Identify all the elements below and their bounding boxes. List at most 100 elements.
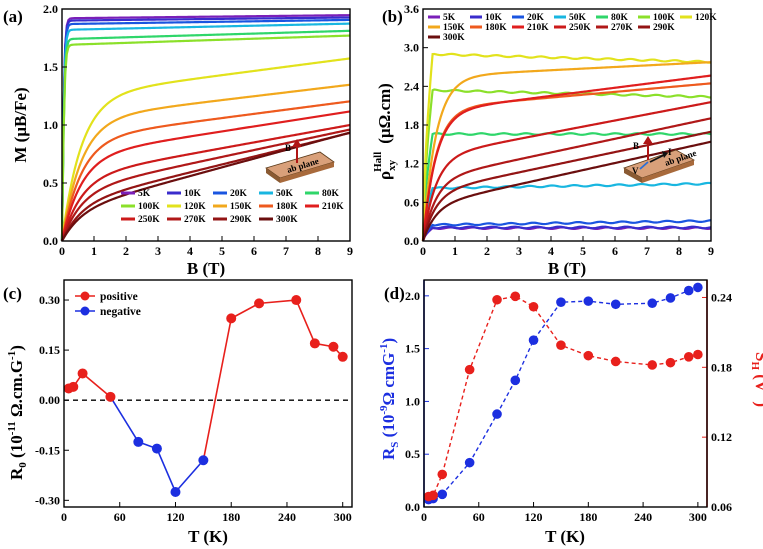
ytick-label: 2.4 xyxy=(404,79,419,93)
c-segment xyxy=(259,299,297,305)
panel-c-label: (c) xyxy=(3,284,22,303)
curve-210K xyxy=(421,74,712,242)
xtick-label: 0 xyxy=(59,244,65,258)
c-point-210K xyxy=(254,298,265,309)
panel-d-ylabel-left-sub: S xyxy=(389,442,401,448)
curve-20K xyxy=(60,18,351,242)
d-point-R_S-300K xyxy=(693,282,703,293)
d-point-S_H-10K xyxy=(428,490,438,501)
panel-c-data xyxy=(63,295,348,497)
current-arrow-head xyxy=(662,151,668,158)
curve-5K xyxy=(421,226,712,242)
ytick-label: 0.0 xyxy=(404,234,419,248)
panel-c-ylabel-rest: (10 xyxy=(7,435,26,462)
d-point-R_S-80K xyxy=(492,409,502,419)
d-point-S_H-210K xyxy=(610,356,621,367)
c-point-290K xyxy=(328,341,339,352)
legend-label-180K: 180K xyxy=(276,202,298,212)
hall-sample-side-left xyxy=(624,168,642,183)
xtick-label: 0 xyxy=(420,244,426,258)
ytick-label: -0.30 xyxy=(35,493,60,507)
c-point-150K xyxy=(198,455,209,466)
panel-d-ylabel-left-rest: (10 xyxy=(379,415,398,442)
curve-150K xyxy=(60,83,351,242)
d-point-R_S-120K xyxy=(528,335,539,345)
panel-b-inset: B I V ab plane xyxy=(623,136,698,183)
legend-label-180K: 180K xyxy=(485,23,507,33)
ytick-label: 0.15 xyxy=(39,343,60,357)
d-point-S_H-300K xyxy=(693,349,703,360)
voltage-arrow xyxy=(639,161,649,170)
ytick-label: 3.6 xyxy=(404,2,419,16)
c-point-10K xyxy=(68,381,79,392)
legend-label-270K: 270K xyxy=(611,23,633,33)
d-point-S_H-270K xyxy=(665,357,676,368)
legend-label-250K: 250K xyxy=(138,215,160,225)
d-point-R_S-50K xyxy=(464,457,475,468)
panel-a-legend: 5K 10K 20K 50K 80K 100K 120K 150K 180K 210K 250K 27… xyxy=(121,189,344,225)
sample-slab-side-front xyxy=(280,162,334,183)
ytick-label: 0.0 xyxy=(43,234,58,248)
panel-b-axes: 0 1 2 3 4 5 6 7 8 9 0.0 0.6 1.2 1.8 2.4 3.0 3.6 xyxy=(404,2,714,258)
ytick-left-label: 0.5 xyxy=(405,447,420,461)
panel-c-ylabel-close: ) xyxy=(7,345,26,351)
panel-c-ylabel: R0 (10-11 Ω.cm.G-1) xyxy=(6,345,29,480)
curve-80K xyxy=(60,29,351,242)
legend-label-80K: 80K xyxy=(611,13,629,23)
curve-100K xyxy=(60,34,351,242)
panel-d-ylabel-right-close: ) xyxy=(752,401,763,407)
xtick-label: 6 xyxy=(612,244,618,258)
curve-80K xyxy=(421,132,712,242)
xtick-label: 180 xyxy=(579,510,597,524)
legend-label-5K: 5K xyxy=(138,189,151,199)
d-point-S_H-80K xyxy=(492,294,502,305)
xtick-label: 1 xyxy=(91,244,97,258)
field-label: B xyxy=(285,143,291,153)
legend-label-100K: 100K xyxy=(653,13,675,23)
curve-100K xyxy=(421,88,712,242)
panel-c-ylabel-unit: Ω.cm.G xyxy=(7,360,26,421)
c-point-120K xyxy=(170,486,181,497)
curve-50K xyxy=(421,181,712,242)
d-line-R_S xyxy=(428,286,699,501)
xtick-label: 8 xyxy=(676,244,682,258)
xtick-label: 9 xyxy=(347,244,353,258)
curve-10K xyxy=(421,225,712,242)
ytick-label: 1.2 xyxy=(404,157,419,171)
xtick-label: 60 xyxy=(114,510,126,524)
panel-c-ylabel-sub: 0 xyxy=(17,462,29,468)
xtick-label: 2 xyxy=(123,244,129,258)
ytick-label: 0.5 xyxy=(43,176,58,190)
xtick-label: 3 xyxy=(155,244,161,258)
hall-current-label: I xyxy=(668,147,672,157)
legend-label-positive: positive xyxy=(100,291,138,303)
c-segment xyxy=(109,396,140,443)
legend-label-120K: 120K xyxy=(184,202,206,212)
c-segment xyxy=(82,372,111,398)
legend-label-negative: negative xyxy=(100,306,141,318)
d-point-R_S-270K xyxy=(665,293,676,303)
legend-label-120K: 120K xyxy=(695,13,717,23)
legend-label-20K: 20K xyxy=(230,189,248,199)
curve-10K xyxy=(60,16,351,242)
xtick-label: 6 xyxy=(251,244,257,258)
legend-label-80K: 80K xyxy=(322,189,340,199)
panel-d-ylabel-left-r: R xyxy=(379,447,398,460)
panel-d-data xyxy=(423,282,703,505)
legend-label-300K: 300K xyxy=(443,33,465,43)
xtick-label: 2 xyxy=(484,244,490,258)
legend-label-250K: 250K xyxy=(569,23,591,33)
curve-5K xyxy=(60,14,351,242)
legend-label-300K: 300K xyxy=(276,215,298,225)
panel-c-ylabel-exp: -11 xyxy=(6,421,18,435)
d-point-S_H-50K xyxy=(464,364,475,375)
ytick-left-label: 0.0 xyxy=(405,500,420,514)
xtick-label: 5 xyxy=(580,244,586,258)
panel-d-ylabel-left: RS (10-9Ω cmG-1) xyxy=(378,338,401,460)
xtick-label: 180 xyxy=(222,510,240,524)
c-point-20K xyxy=(77,368,88,379)
d-point-R_S-180K xyxy=(583,296,594,306)
xtick-label: 8 xyxy=(315,244,321,258)
xtick-label: 9 xyxy=(708,244,714,258)
panel-b-ylabel-sup: Hall xyxy=(372,152,384,172)
